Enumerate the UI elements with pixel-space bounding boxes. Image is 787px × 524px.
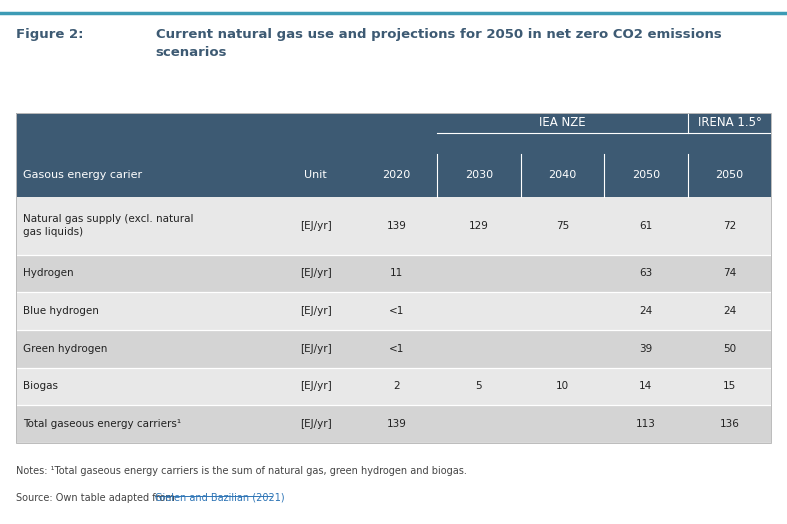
Text: <1: <1 bbox=[389, 306, 405, 316]
Text: 50: 50 bbox=[723, 344, 736, 354]
Text: [EJ/yr]: [EJ/yr] bbox=[300, 344, 331, 354]
Text: 113: 113 bbox=[636, 419, 656, 429]
Text: 61: 61 bbox=[639, 221, 652, 231]
Text: <1: <1 bbox=[389, 344, 405, 354]
Text: 2: 2 bbox=[394, 381, 400, 391]
Text: Figure 2:: Figure 2: bbox=[16, 28, 83, 41]
Text: 2050: 2050 bbox=[715, 170, 744, 180]
Text: 10: 10 bbox=[556, 381, 569, 391]
Text: Biogas: Biogas bbox=[24, 381, 58, 391]
Text: Natural gas supply (excl. natural
gas liquids): Natural gas supply (excl. natural gas li… bbox=[24, 214, 194, 237]
Text: Blue hydrogen: Blue hydrogen bbox=[24, 306, 99, 316]
Text: Unit: Unit bbox=[305, 170, 327, 180]
Text: 14: 14 bbox=[639, 381, 652, 391]
Text: 74: 74 bbox=[722, 268, 736, 278]
Text: [EJ/yr]: [EJ/yr] bbox=[300, 268, 331, 278]
Text: IEA NZE: IEA NZE bbox=[539, 116, 586, 129]
Text: 15: 15 bbox=[722, 381, 736, 391]
Text: [EJ/yr]: [EJ/yr] bbox=[300, 381, 331, 391]
Text: 136: 136 bbox=[719, 419, 740, 429]
Text: 11: 11 bbox=[390, 268, 403, 278]
Text: 24: 24 bbox=[722, 306, 736, 316]
Text: 2030: 2030 bbox=[465, 170, 493, 180]
Text: 129: 129 bbox=[469, 221, 489, 231]
Text: Total gaseous energy carriers¹: Total gaseous energy carriers¹ bbox=[24, 419, 182, 429]
Text: IRENA 1.5°: IRENA 1.5° bbox=[697, 116, 761, 129]
Text: Source: Own table adapted from: Source: Own table adapted from bbox=[16, 493, 178, 503]
Text: [EJ/yr]: [EJ/yr] bbox=[300, 419, 331, 429]
Text: Green hydrogen: Green hydrogen bbox=[24, 344, 108, 354]
Text: Gasous energy carier: Gasous energy carier bbox=[24, 170, 142, 180]
Text: Hydrogen: Hydrogen bbox=[24, 268, 74, 278]
Text: 72: 72 bbox=[722, 221, 736, 231]
Text: [EJ/yr]: [EJ/yr] bbox=[300, 221, 331, 231]
Text: 2040: 2040 bbox=[549, 170, 577, 180]
Text: 63: 63 bbox=[639, 268, 652, 278]
Text: 139: 139 bbox=[386, 419, 407, 429]
Text: 5: 5 bbox=[475, 381, 482, 391]
Bar bbox=[16, 330, 771, 367]
Bar bbox=[16, 197, 771, 255]
Bar bbox=[16, 367, 771, 405]
Text: Notes: ¹Total gaseous energy carriers is the sum of natural gas, green hydrogen : Notes: ¹Total gaseous energy carriers is… bbox=[16, 466, 467, 476]
Text: 2020: 2020 bbox=[382, 170, 411, 180]
Bar bbox=[16, 154, 771, 197]
Text: [EJ/yr]: [EJ/yr] bbox=[300, 306, 331, 316]
Text: Gielen and Bazilian (2021): Gielen and Bazilian (2021) bbox=[155, 493, 285, 503]
Text: 139: 139 bbox=[386, 221, 407, 231]
Text: 75: 75 bbox=[556, 221, 569, 231]
Text: Current natural gas use and projections for 2050 in net zero CO2 emissions
scena: Current natural gas use and projections … bbox=[156, 28, 721, 59]
Text: 24: 24 bbox=[639, 306, 652, 316]
Text: 39: 39 bbox=[639, 344, 652, 354]
Bar bbox=[16, 113, 771, 154]
Text: 2050: 2050 bbox=[632, 170, 660, 180]
Bar bbox=[16, 255, 771, 292]
Bar bbox=[16, 292, 771, 330]
Bar bbox=[16, 405, 771, 443]
